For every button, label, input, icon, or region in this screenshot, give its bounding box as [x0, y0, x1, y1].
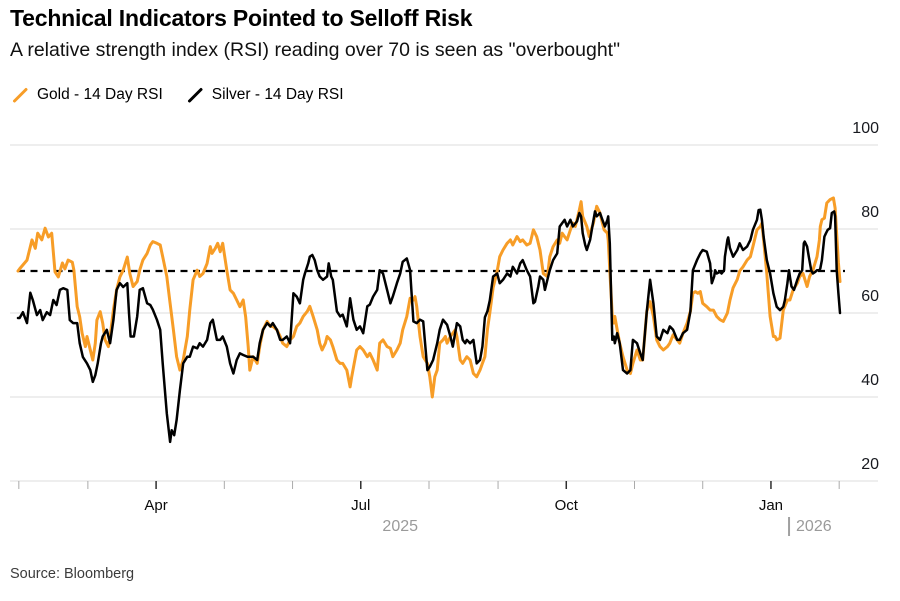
gold-line-marker-icon [13, 87, 28, 102]
legend-item-gold: Gold - 14 Day RSI [12, 86, 163, 104]
year-label: 2026 [796, 518, 832, 535]
legend-item-silver: Silver - 14 Day RSI [187, 86, 344, 104]
x-axis-label: Oct [555, 497, 579, 514]
chart-subtitle: A relative strength index (RSI) reading … [10, 39, 621, 61]
legend-label-gold: Gold - 14 Day RSI [37, 86, 163, 103]
y-axis-label: 40 [861, 372, 879, 389]
year-label: 2025 [382, 518, 418, 535]
y-axis-label: 80 [861, 204, 879, 221]
source-note: Source: Bloomberg [10, 566, 135, 582]
legend-label-silver: Silver - 14 Day RSI [211, 86, 344, 103]
gold-rsi-series-line [16, 196, 842, 399]
x-axis-label: Apr [144, 497, 167, 514]
y-axis-label: 100 [852, 120, 879, 137]
page-title: Technical Indicators Pointed to Selloff … [10, 5, 473, 31]
y-axis-label: 60 [861, 288, 879, 305]
x-axis-label: Jul [351, 497, 370, 514]
silver-rsi-series-line [16, 208, 842, 444]
legend: Gold - 14 Day RSI Silver - 14 Day RSI [12, 86, 344, 104]
y-axis-label: 20 [861, 456, 879, 473]
silver-line-marker-icon [187, 87, 203, 102]
x-axis-label: Jan [759, 497, 783, 514]
rsi-line-chart: 100 80 60 40 20 Apr Jul Oct Jan 2025 2026 [10, 120, 879, 536]
